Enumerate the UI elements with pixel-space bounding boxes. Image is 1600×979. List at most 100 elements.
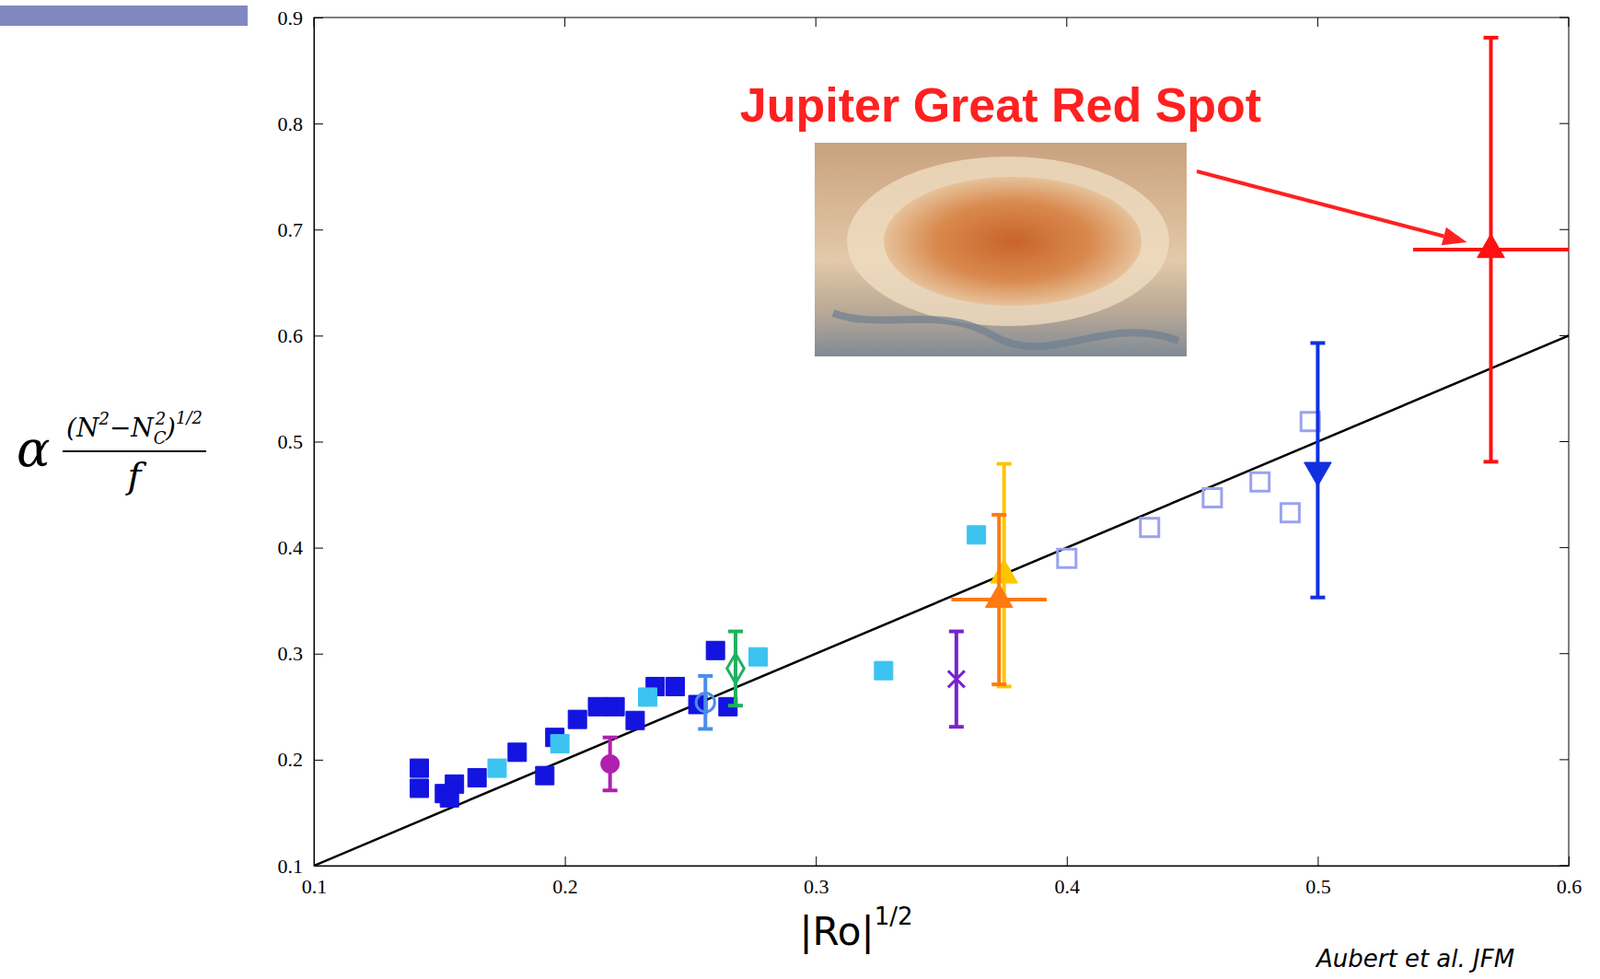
error-bar-segment — [697, 673, 713, 678]
y-axis: 0.10.20.30.40.50.60.70.80.9 — [278, 6, 325, 878]
series — [1057, 412, 1320, 569]
point — [706, 640, 725, 660]
error-bar-segment — [703, 675, 708, 730]
y-tick-label: 0.7 — [278, 218, 304, 242]
series — [601, 737, 620, 791]
point — [666, 676, 685, 696]
y-tick: 0.5 — [278, 429, 325, 453]
x-tick-label: 0.1 — [301, 874, 328, 898]
y-axis-title-part: C — [153, 428, 167, 448]
annotation-arrow — [1196, 171, 1444, 237]
y-axis-title-part: −N — [109, 412, 155, 443]
annotation: Jupiter Great Red Spot — [740, 78, 1262, 132]
point — [985, 583, 1013, 608]
point — [695, 693, 715, 712]
y-tick-mark-right — [1559, 229, 1569, 231]
error-bar-segment — [1310, 595, 1325, 600]
series — [990, 463, 1019, 687]
point — [588, 696, 607, 716]
y-tick-mark-right — [1559, 123, 1569, 125]
point — [467, 767, 487, 787]
error-bar-segment — [949, 724, 964, 729]
point — [445, 774, 464, 793]
error-bar-segment — [991, 682, 1007, 686]
y-tick-label: 0.4 — [278, 535, 304, 559]
plot-frame — [313, 17, 1569, 866]
header-bar — [0, 5, 248, 26]
point — [874, 660, 893, 680]
y-tick-mark — [313, 441, 324, 443]
x-axis-title-base: |Ro| — [799, 908, 874, 954]
error-bar-segment — [602, 735, 618, 740]
x-tick-mark — [1317, 856, 1319, 866]
x-tick-mark-top — [564, 17, 566, 27]
y-tick-label: 0.1 — [278, 854, 304, 878]
annotation-arrowhead — [1441, 227, 1468, 245]
series — [948, 631, 965, 728]
y-tick: 0.4 — [278, 535, 325, 559]
point — [727, 653, 745, 684]
y-axis-title-part: 1/2 — [175, 407, 203, 428]
y-axis-title-prefix: α — [16, 419, 50, 478]
point — [487, 758, 507, 777]
y-tick-label: 0.6 — [278, 324, 304, 348]
y-tick-mark-right — [1559, 440, 1569, 442]
x-axis-title: |Ro|1/2 — [799, 902, 913, 954]
point — [1140, 518, 1160, 537]
y-tick-mark-right — [1559, 652, 1569, 654]
x-tick-label: 0.4 — [1055, 874, 1081, 898]
x-tick-mark-top — [1317, 17, 1319, 27]
x-tick-label: 0.3 — [803, 874, 830, 898]
x-tick: 0.5 — [1305, 856, 1332, 898]
y-tick-mark — [313, 653, 324, 655]
x-tick-label: 0.6 — [1556, 874, 1583, 898]
y-axis-title-numerator: (N2−NC2)1/2 — [66, 407, 203, 448]
series — [487, 525, 986, 777]
x-axis-title-exponent: 1/2 — [874, 902, 914, 930]
point — [1280, 503, 1299, 522]
series — [727, 631, 745, 707]
chart: 0.1 0.2 0.3 0.4 0.5 0.6 0.1 0.2 0.3 0.4 0.5 0.6 0.7 0… — [0, 0, 1600, 979]
error-bar-y — [728, 631, 743, 707]
error-bar-y — [697, 675, 713, 730]
point — [1304, 462, 1333, 487]
series — [409, 640, 737, 807]
y-tick-label: 0.3 — [278, 641, 304, 665]
y-tick: 0.8 — [278, 112, 325, 136]
error-bar-segment — [697, 726, 713, 731]
point — [638, 687, 658, 707]
series — [1413, 37, 1569, 463]
x-tick: 0.3 — [803, 856, 830, 898]
y-axis-title-part: (N — [66, 412, 101, 443]
y-axis-title-part: ) — [164, 412, 176, 443]
point — [605, 696, 625, 716]
series — [1304, 342, 1333, 597]
error-bar-segment — [728, 629, 743, 634]
point — [1251, 472, 1270, 491]
y-tick-label: 0.2 — [278, 747, 304, 771]
photo-swirl — [833, 313, 1179, 347]
error-bar-segment — [1310, 340, 1325, 345]
point — [568, 709, 587, 729]
error-bar-segment — [728, 703, 743, 708]
point — [948, 670, 965, 687]
y-tick-mark — [313, 759, 324, 761]
fit-line — [313, 335, 1569, 866]
x-tick-mark-top — [815, 17, 817, 27]
point — [990, 558, 1019, 583]
x-tick: 0.2 — [552, 856, 579, 898]
point — [1057, 548, 1077, 568]
point — [508, 742, 527, 762]
point — [409, 758, 429, 777]
point — [601, 753, 620, 773]
y-tick: 0.2 — [278, 747, 325, 771]
series — [950, 514, 1047, 685]
photo-swirl — [846, 156, 1170, 326]
error-bar-segment — [991, 512, 1007, 517]
y-tick: 0.6 — [278, 324, 325, 348]
x-tick-label: 0.5 — [1305, 874, 1332, 898]
y-tick-label: 0.8 — [278, 112, 304, 136]
y-tick-mark — [313, 229, 324, 231]
x-axis: 0.1 0.2 0.3 0.4 0.5 0.6 — [301, 856, 1583, 898]
point — [749, 647, 768, 666]
